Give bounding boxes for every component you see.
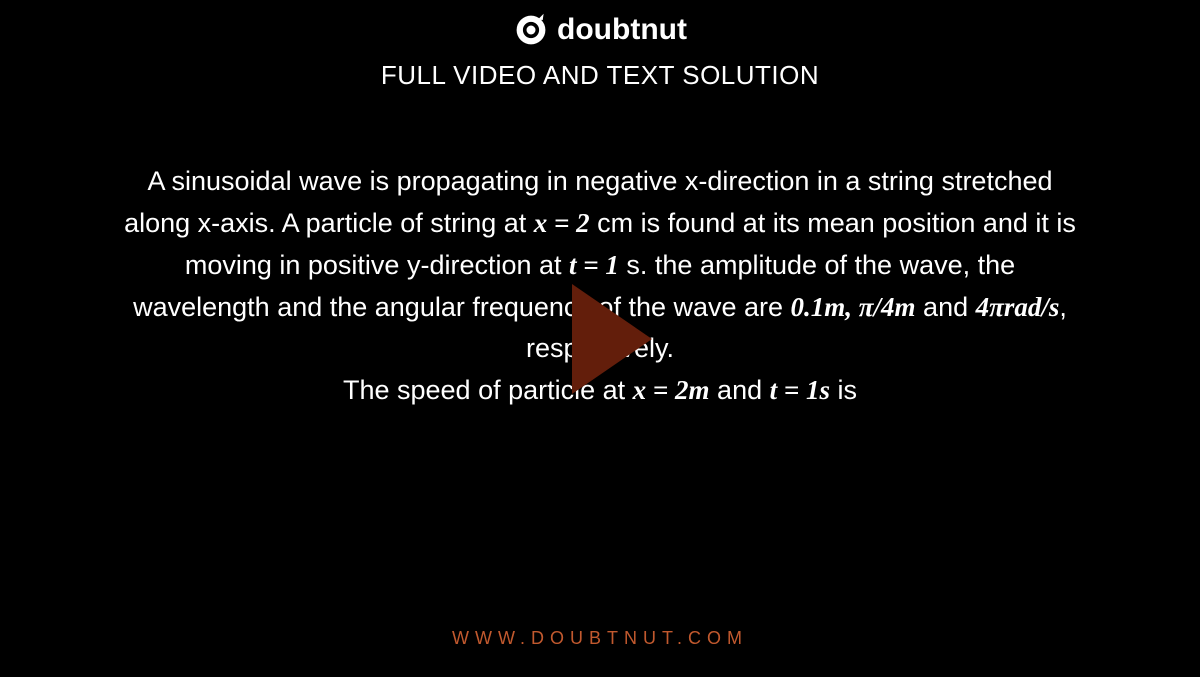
subtitle: FULL VIDEO AND TEXT SOLUTION <box>381 60 819 91</box>
equation: t = 1s <box>770 375 830 405</box>
equation: 4πrad/s <box>976 292 1060 322</box>
brand-name: doubtnut <box>557 13 687 47</box>
text-segment: and <box>710 375 770 405</box>
play-button[interactable] <box>572 284 652 394</box>
text-segment: is <box>830 375 857 405</box>
text-segment: and <box>916 292 976 322</box>
doubtnut-icon <box>513 12 549 48</box>
brand-logo: doubtnut <box>513 12 687 48</box>
equation: 0.1m, π/4m <box>791 292 916 322</box>
footer-url: WWW.DOUBTNUT.COM <box>0 628 1200 649</box>
equation: x = 2 <box>534 208 590 238</box>
equation: t = 1 <box>569 250 619 280</box>
